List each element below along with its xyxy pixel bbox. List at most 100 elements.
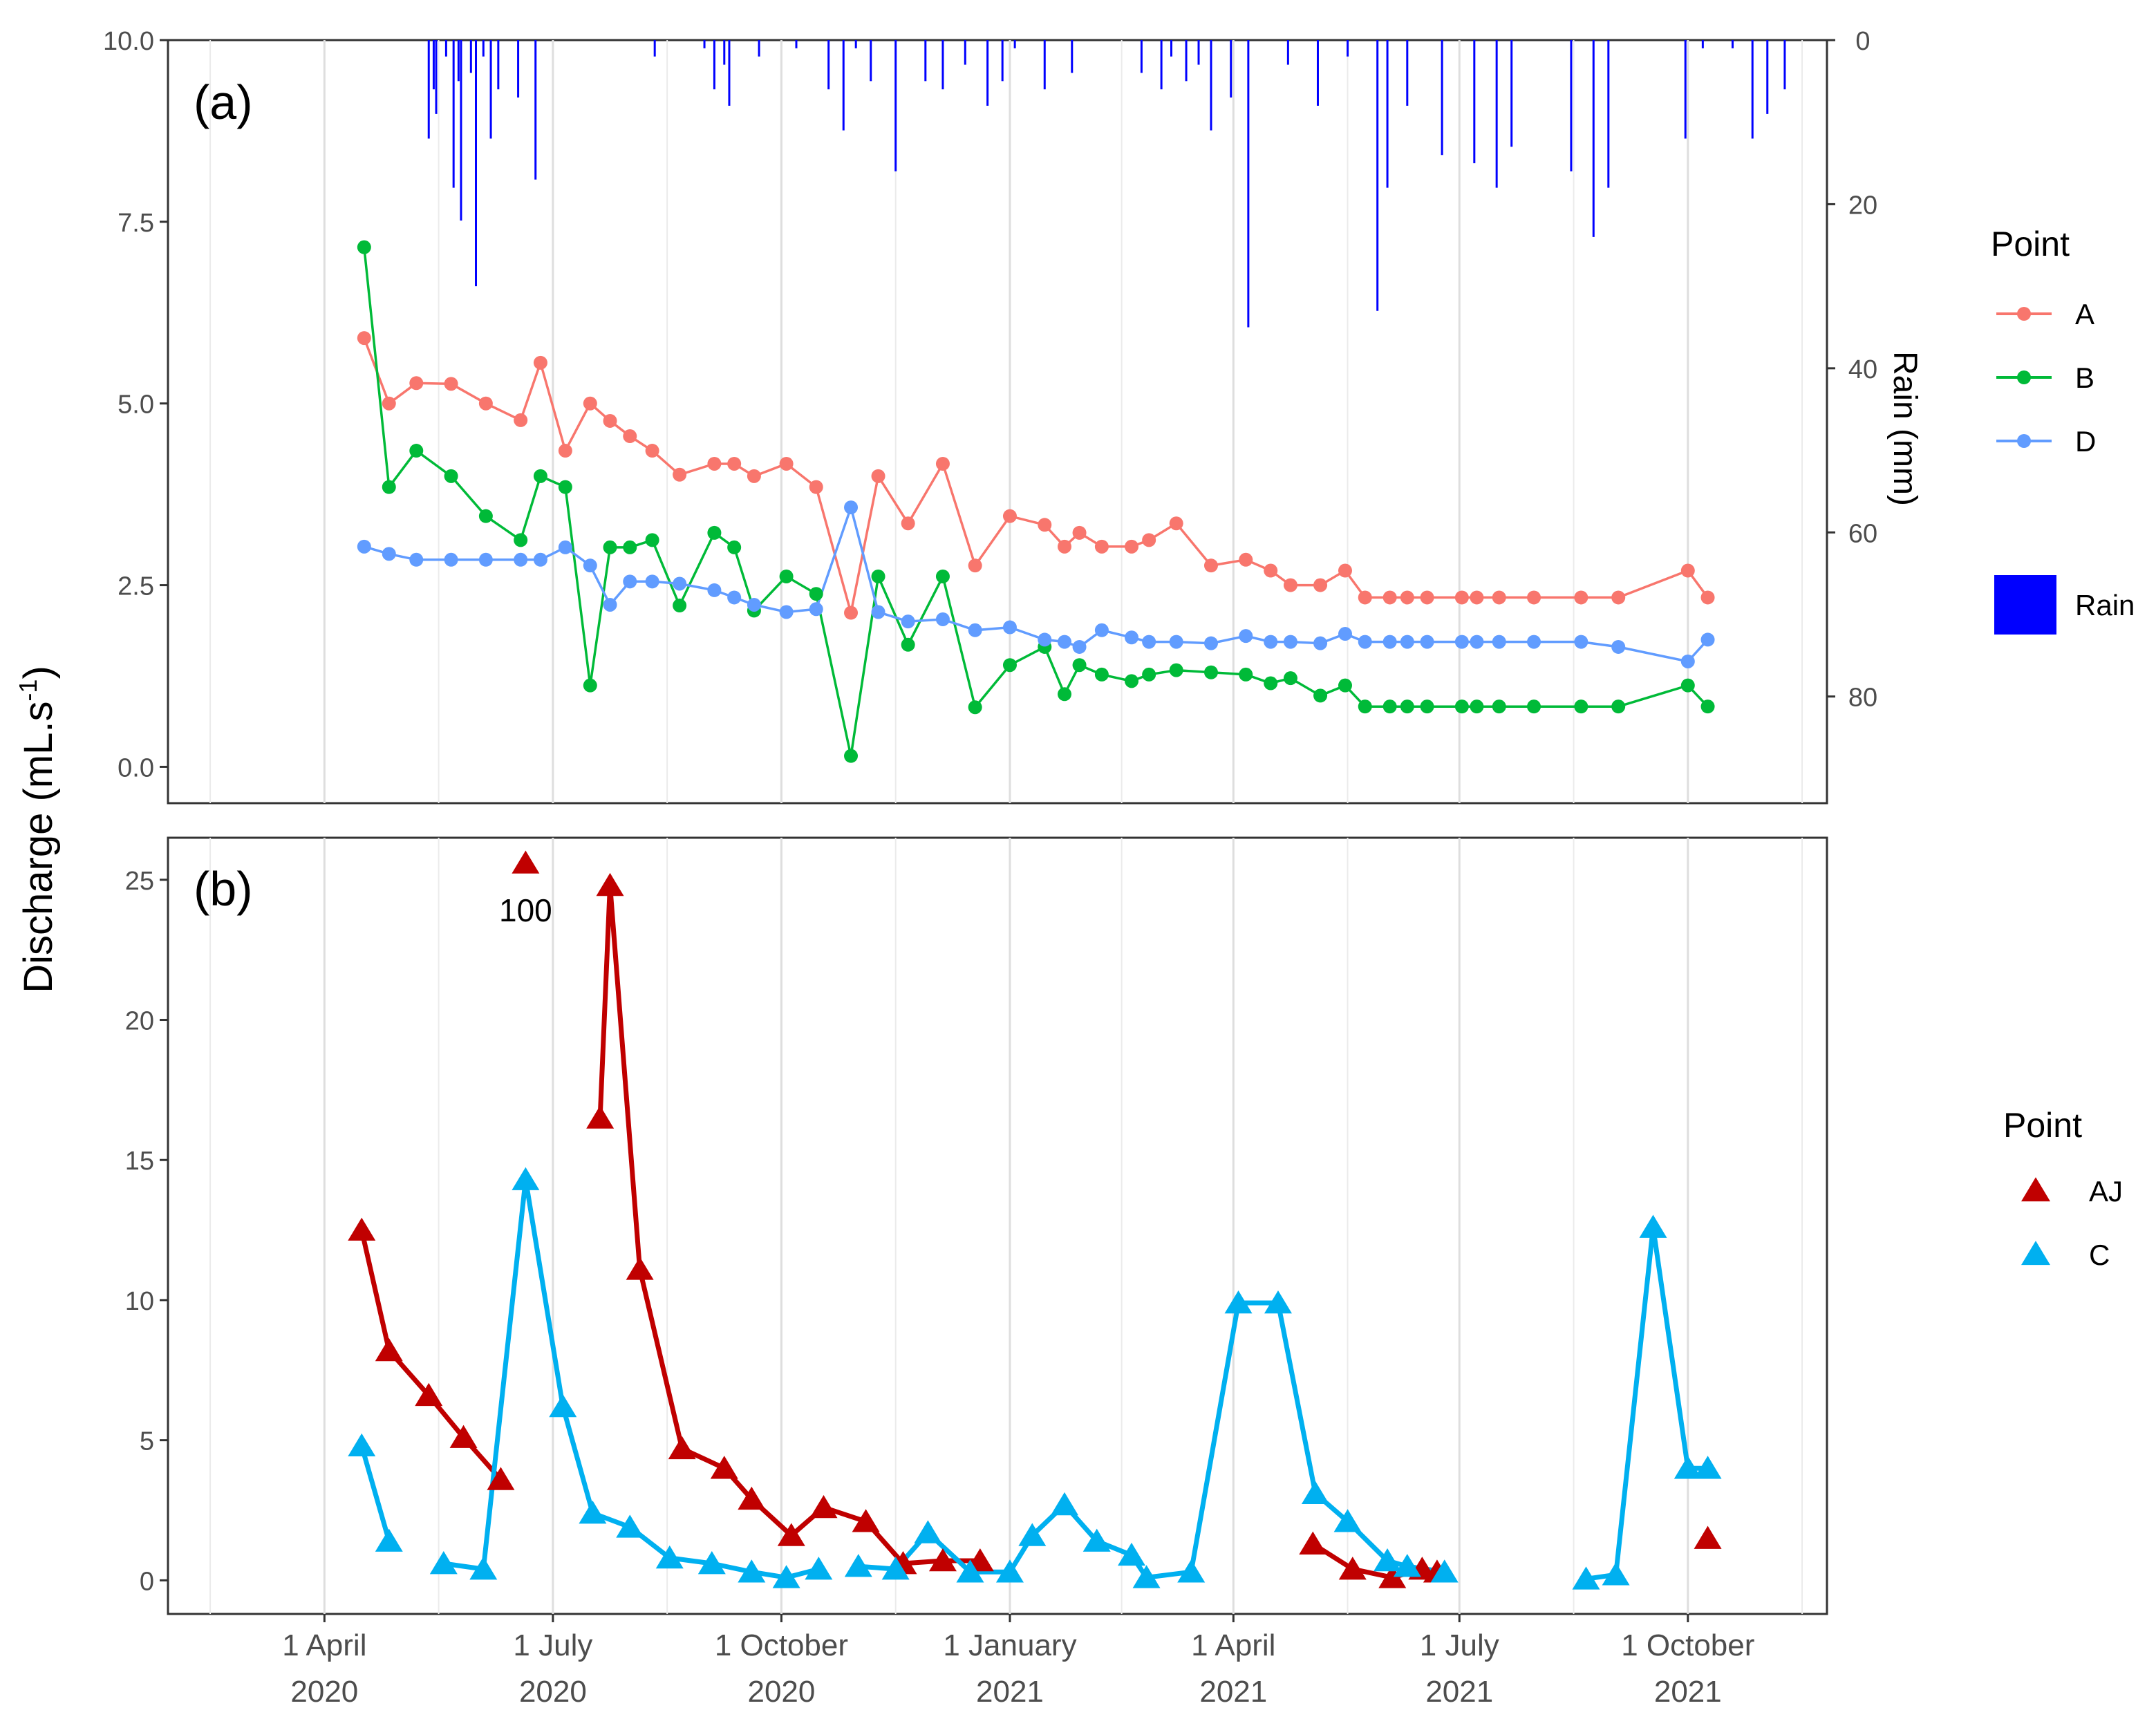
point-C [469, 1557, 498, 1580]
annotation-100: 100 [499, 892, 552, 928]
point-C [805, 1557, 833, 1580]
point-A [779, 456, 794, 471]
panel-a-frame [167, 39, 1828, 805]
point-D [968, 623, 982, 637]
point-B [357, 240, 371, 254]
rain-bars [427, 40, 1786, 328]
point-A [1680, 563, 1695, 578]
y-title-close: ) [16, 666, 61, 679]
point-B [1700, 699, 1715, 714]
point-D [1058, 635, 1072, 649]
point-A [382, 396, 396, 411]
point-A [1358, 590, 1372, 605]
point-A [673, 467, 687, 482]
point-B [444, 469, 458, 483]
x-tick-year: 2021 [1199, 1675, 1267, 1709]
point-AJ [415, 1382, 443, 1407]
x-tick-year: 2020 [747, 1675, 815, 1709]
point-B [623, 540, 637, 554]
point-D [478, 552, 493, 567]
point-A [1142, 533, 1156, 547]
point-C [1082, 1528, 1111, 1552]
point-D [444, 552, 458, 567]
point-C [1018, 1523, 1047, 1546]
point-C [1051, 1492, 1079, 1516]
y-tick-label: 25 [125, 867, 154, 896]
point-D [603, 597, 617, 612]
point-B [1680, 678, 1695, 693]
point-C [738, 1559, 766, 1583]
point-D [533, 552, 547, 567]
point-A [603, 413, 617, 428]
point-B [1058, 687, 1072, 702]
point-B [1002, 658, 1017, 673]
point-B [1169, 663, 1183, 677]
point-D [409, 552, 424, 567]
point-AJ [1299, 1531, 1327, 1555]
point-B [1611, 699, 1626, 714]
point-B [645, 533, 659, 547]
x-tick-year: 2020 [290, 1675, 358, 1709]
point-A [1002, 509, 1017, 523]
point-B [809, 587, 823, 601]
rain-tick-label: 60 [1848, 519, 1877, 548]
point-D [1680, 654, 1695, 668]
point-C [1333, 1509, 1362, 1532]
point-AJ [809, 1494, 838, 1519]
legend-label: C [2089, 1239, 2110, 1271]
point-AJ [777, 1523, 805, 1546]
point-C [1639, 1214, 1667, 1238]
point-A [409, 376, 424, 391]
point-A [533, 355, 547, 370]
point-B [935, 569, 950, 583]
point-AJ [449, 1425, 478, 1448]
panel-b-y-axis: 0 5 10 15 20 25 [125, 867, 168, 1596]
point-C [1393, 1554, 1421, 1577]
point-D [1400, 635, 1414, 649]
point-B [533, 469, 547, 483]
point-C [881, 1557, 910, 1580]
point-B [1264, 676, 1278, 691]
rain-axis-title: Rain (mm) [1886, 351, 1923, 506]
point-AJ [512, 850, 540, 874]
point-D [1038, 632, 1052, 647]
point-D [1072, 639, 1087, 654]
legend-title: Point [2003, 1106, 2082, 1145]
point-A [645, 444, 659, 458]
point-A [809, 480, 823, 494]
point-B [1125, 674, 1139, 688]
y-tick-label: 0.0 [118, 753, 154, 782]
point-AJ [852, 1509, 880, 1532]
point-D [382, 547, 396, 561]
point-D [1142, 635, 1156, 649]
x-tick-year: 2021 [976, 1675, 1044, 1709]
panel-b-grid [209, 838, 1803, 1614]
y-title-superscript: -1 [14, 679, 42, 702]
point-D [1492, 635, 1506, 649]
point-D [1700, 632, 1715, 647]
point-C [1694, 1456, 1722, 1479]
point-C [772, 1565, 800, 1588]
point-D [357, 539, 371, 554]
point-C [1430, 1559, 1459, 1583]
point-A [747, 469, 761, 483]
y-tick-label: 0 [140, 1567, 154, 1596]
point-B [1283, 671, 1297, 686]
point-C [1374, 1548, 1402, 1572]
point-D [1264, 635, 1278, 649]
point-A [514, 413, 528, 427]
point-C [956, 1559, 984, 1583]
point-AJ [586, 1105, 615, 1129]
x-tick-label: 1 April [1191, 1628, 1275, 1662]
point-B [558, 480, 572, 494]
point-B [1072, 658, 1087, 673]
point-B [1454, 699, 1469, 714]
point-A [1058, 539, 1072, 554]
panel-a-grid [209, 40, 1803, 803]
panel-a-rain-axis: 0 20 40 60 80 [1827, 27, 1877, 713]
point-D [1470, 635, 1484, 649]
point-D [1169, 635, 1183, 649]
x-tick-year: 2021 [1654, 1675, 1722, 1709]
point-AJ [375, 1337, 403, 1362]
